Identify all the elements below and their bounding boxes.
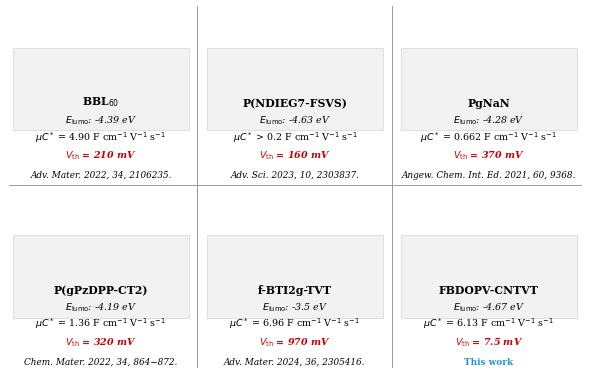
- Text: Angew. Chem. Int. Ed. 2021, 60, 9368.: Angew. Chem. Int. Ed. 2021, 60, 9368.: [402, 171, 576, 180]
- Text: $\mu C^*$ = 1.36 F cm$^{-1}$ V$^{-1}$ s$^{-1}$: $\mu C^*$ = 1.36 F cm$^{-1}$ V$^{-1}$ s$…: [35, 317, 167, 331]
- Text: $E_{\mathrm{lumo}}$: -4.39 eV: $E_{\mathrm{lumo}}$: -4.39 eV: [65, 115, 137, 127]
- Text: $E_{\mathrm{lumo}}$: -4.67 eV: $E_{\mathrm{lumo}}$: -4.67 eV: [453, 301, 525, 314]
- Text: f-BTI2g-TVT: f-BTI2g-TVT: [258, 285, 332, 296]
- Text: $E_{\mathrm{lumo}}$: -4.19 eV: $E_{\mathrm{lumo}}$: -4.19 eV: [65, 301, 137, 314]
- Text: $E_{\mathrm{lumo}}$: -4.63 eV: $E_{\mathrm{lumo}}$: -4.63 eV: [259, 115, 331, 127]
- Text: $V_{\mathrm{th}}$ = 210 mV: $V_{\mathrm{th}}$ = 210 mV: [65, 150, 137, 162]
- Text: Chem. Mater. 2022, 34, 864−872.: Chem. Mater. 2022, 34, 864−872.: [24, 358, 178, 367]
- Text: $V_{\mathrm{th}}$ = 370 mV: $V_{\mathrm{th}}$ = 370 mV: [453, 150, 525, 162]
- Text: P(gPzDPP-CT2): P(gPzDPP-CT2): [54, 285, 148, 296]
- Text: PgNaN: PgNaN: [467, 98, 510, 109]
- Text: Adv. Mater. 2024, 36, 2305416.: Adv. Mater. 2024, 36, 2305416.: [224, 358, 365, 367]
- Text: $\mu C^*$ = 6.96 F cm$^{-1}$ V$^{-1}$ s$^{-1}$: $\mu C^*$ = 6.96 F cm$^{-1}$ V$^{-1}$ s$…: [229, 317, 361, 331]
- Text: P(NDIEG7-FSVS): P(NDIEG7-FSVS): [243, 98, 347, 109]
- Text: $\mu C^*$ = 4.90 F cm$^{-1}$ V$^{-1}$ s$^{-1}$: $\mu C^*$ = 4.90 F cm$^{-1}$ V$^{-1}$ s$…: [35, 130, 167, 145]
- Text: $E_{\mathrm{lumo}}$: -4.28 eV: $E_{\mathrm{lumo}}$: -4.28 eV: [453, 115, 525, 127]
- Text: Adv. Sci. 2023, 10, 2303837.: Adv. Sci. 2023, 10, 2303837.: [231, 171, 359, 180]
- Text: $\mu C^*$ = 6.13 F cm$^{-1}$ V$^{-1}$ s$^{-1}$: $\mu C^*$ = 6.13 F cm$^{-1}$ V$^{-1}$ s$…: [423, 317, 555, 331]
- Text: $\mu C^*$ > 0.2 F cm$^{-1}$ V$^{-1}$ s$^{-1}$: $\mu C^*$ > 0.2 F cm$^{-1}$ V$^{-1}$ s$^…: [232, 130, 357, 145]
- Text: FBDOPV-CNTVT: FBDOPV-CNTVT: [439, 285, 539, 296]
- Bar: [13, 48, 189, 131]
- Text: $V_{\mathrm{th}}$ = 320 mV: $V_{\mathrm{th}}$ = 320 mV: [65, 336, 137, 349]
- Text: $E_{\mathrm{lumo}}$: -3.5 eV: $E_{\mathrm{lumo}}$: -3.5 eV: [262, 301, 328, 314]
- Text: Adv. Mater. 2022, 34, 2106235.: Adv. Mater. 2022, 34, 2106235.: [30, 171, 172, 180]
- Text: $V_{\mathrm{th}}$ = 7.5 mV: $V_{\mathrm{th}}$ = 7.5 mV: [455, 336, 523, 349]
- Text: BBL$_{60}$: BBL$_{60}$: [82, 95, 120, 109]
- Text: $V_{\mathrm{th}}$ = 970 mV: $V_{\mathrm{th}}$ = 970 mV: [259, 336, 331, 349]
- Text: $V_{\mathrm{th}}$ = 160 mV: $V_{\mathrm{th}}$ = 160 mV: [259, 150, 331, 162]
- Bar: [13, 235, 189, 318]
- Bar: [401, 48, 576, 131]
- Bar: [207, 235, 383, 318]
- Text: This work: This work: [464, 358, 513, 367]
- Bar: [401, 235, 576, 318]
- Text: $\mu C^*$ = 0.662 F cm$^{-1}$ V$^{-1}$ s$^{-1}$: $\mu C^*$ = 0.662 F cm$^{-1}$ V$^{-1}$ s…: [420, 130, 557, 145]
- Bar: [207, 48, 383, 131]
